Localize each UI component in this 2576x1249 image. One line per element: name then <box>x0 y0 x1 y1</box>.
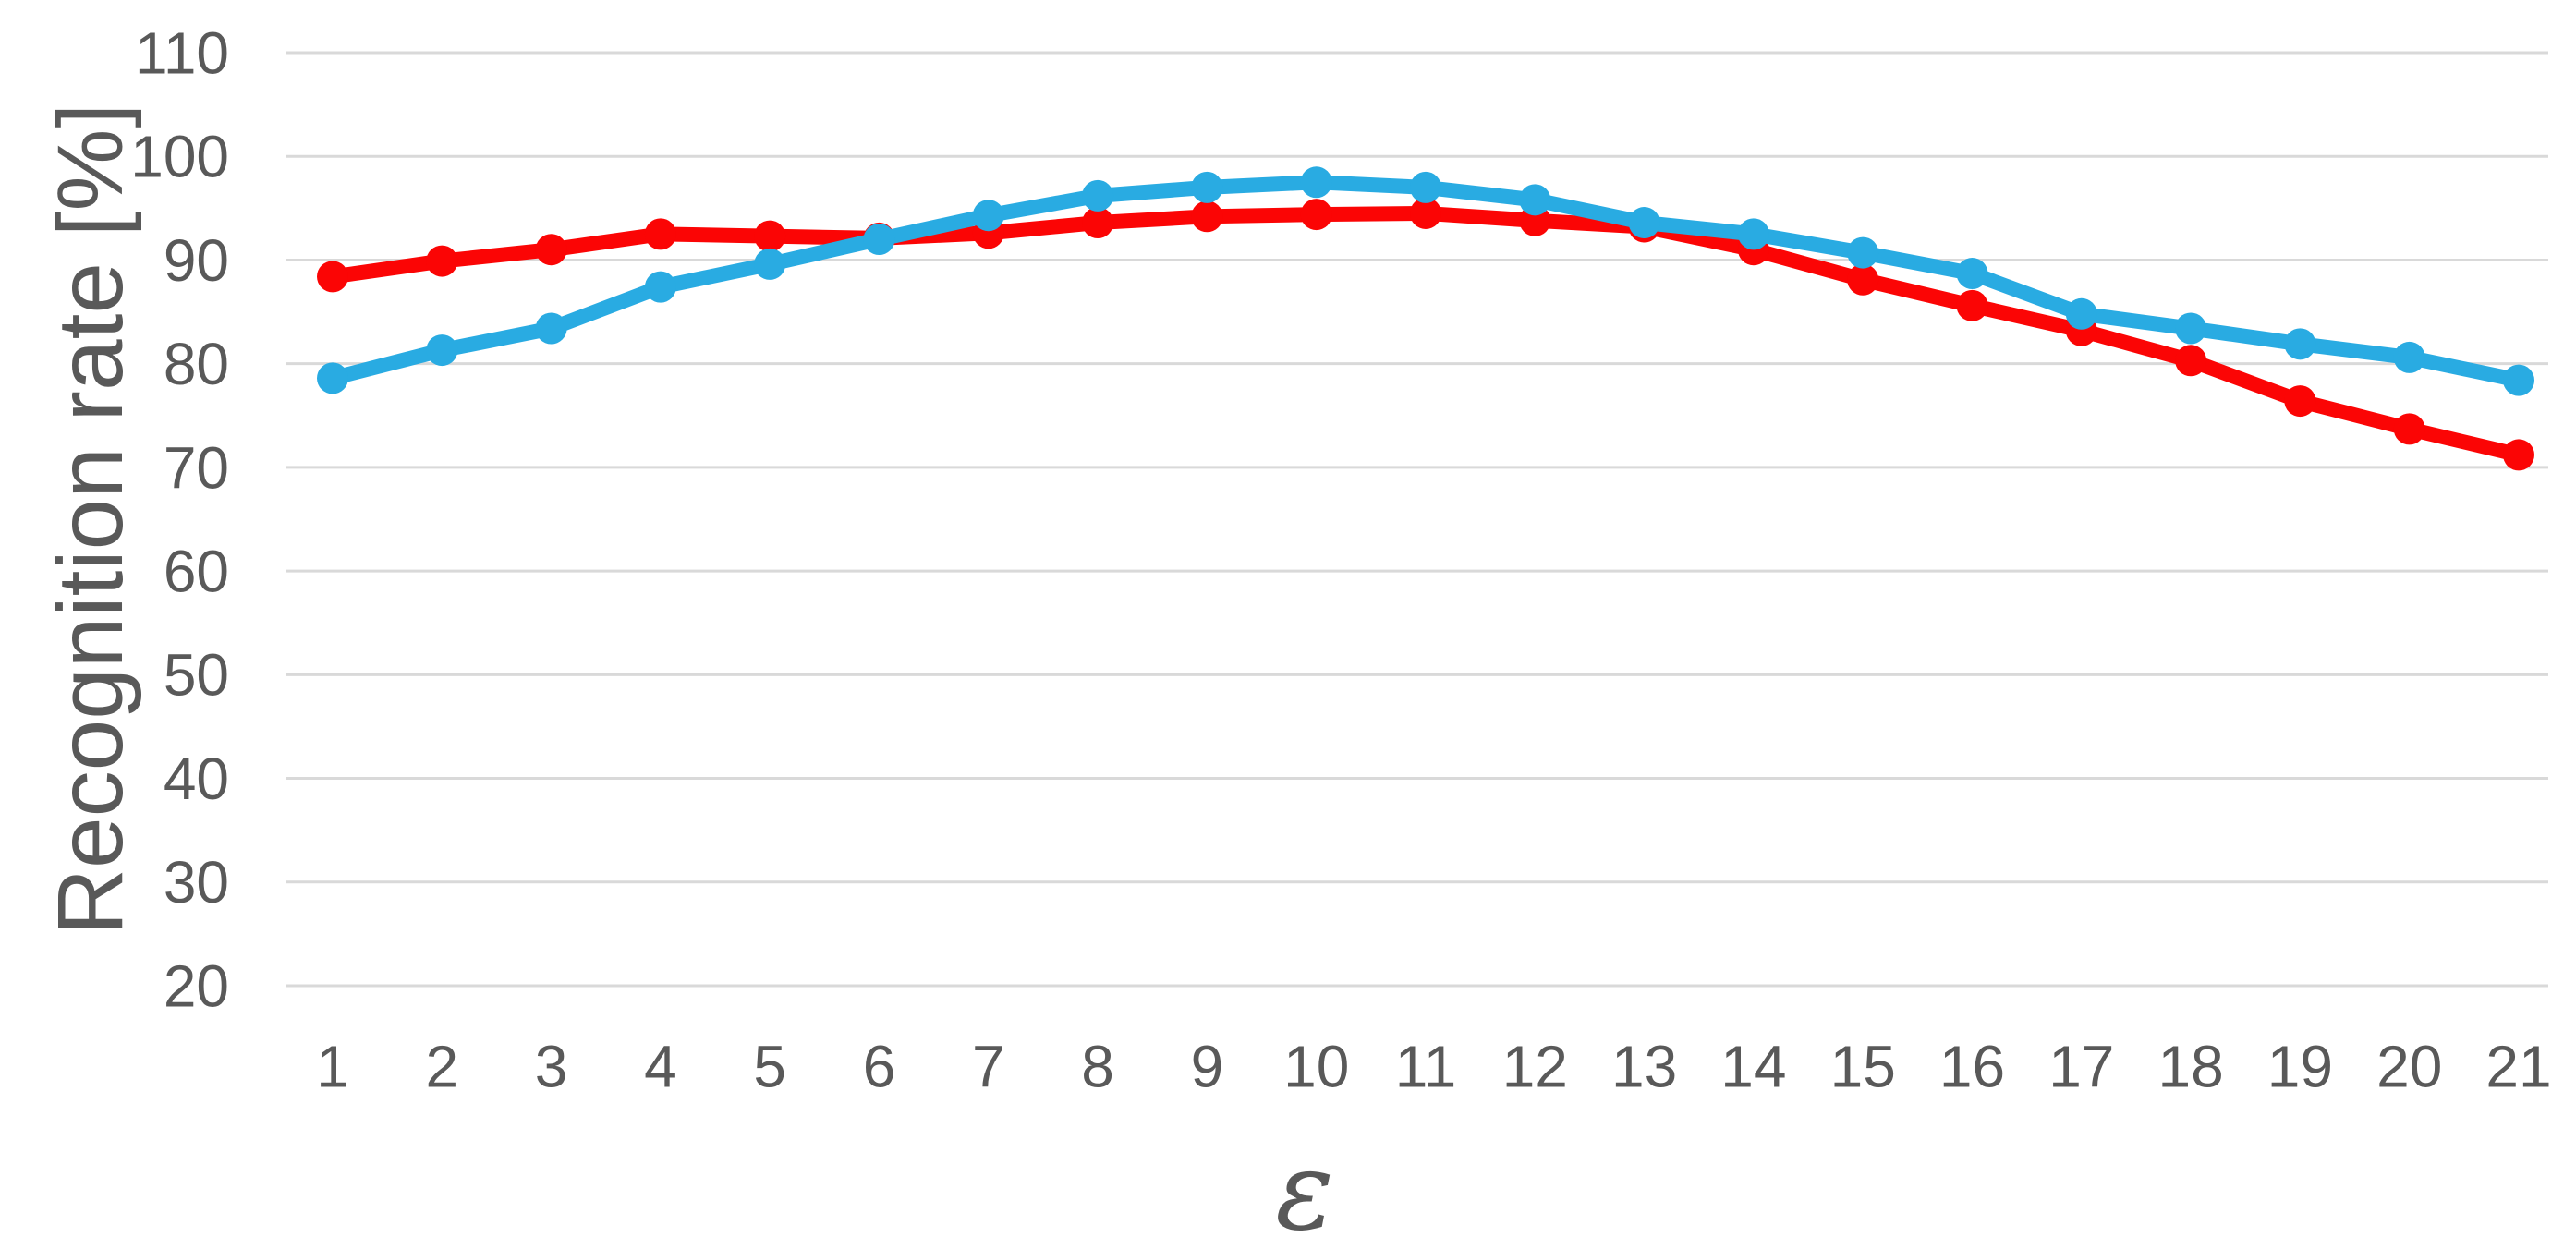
y-axis-title: Recognition rate [%] <box>39 103 142 936</box>
x-tick-label-7: 7 <box>972 1033 1005 1099</box>
blue-series-point-13 <box>1628 207 1660 239</box>
red-series-point-8 <box>1082 207 1114 239</box>
y-tick-label-70: 70 <box>164 434 229 501</box>
x-tick-label-20: 20 <box>2376 1033 2442 1099</box>
y-tick-label-20: 20 <box>164 952 229 1019</box>
y-tick-label-60: 60 <box>164 539 229 605</box>
x-tick-label-2: 2 <box>426 1033 459 1099</box>
red-series-point-5 <box>754 220 786 252</box>
x-tick-label-13: 13 <box>1611 1033 1677 1099</box>
blue-series-point-18 <box>2175 312 2207 345</box>
red-series-point-2 <box>426 245 458 277</box>
blue-series-point-2 <box>426 334 458 367</box>
blue-series-point-10 <box>1300 166 1332 199</box>
red-series-point-1 <box>317 261 348 293</box>
blue-series-point-4 <box>644 271 676 303</box>
blue-series-point-7 <box>972 200 1004 232</box>
x-tick-label-9: 9 <box>1191 1033 1224 1099</box>
x-tick-label-17: 17 <box>2048 1033 2114 1099</box>
x-tick-label-1: 1 <box>316 1033 349 1099</box>
y-tick-label-110: 110 <box>135 19 229 86</box>
blue-series-point-5 <box>754 248 786 280</box>
y-tick-label-100: 100 <box>130 124 229 190</box>
blue-series-point-1 <box>317 362 348 394</box>
blue-series-point-9 <box>1191 171 1223 203</box>
blue-series-point-20 <box>2393 341 2425 373</box>
blue-series-point-15 <box>1847 236 1879 269</box>
x-axis-title-epsilon: ε <box>1275 1127 1333 1249</box>
blue-series-point-6 <box>863 224 895 255</box>
x-tick-label-15: 15 <box>1830 1033 1896 1099</box>
x-tick-label-6: 6 <box>863 1033 896 1099</box>
blue-series-point-16 <box>1956 258 1988 290</box>
x-tick-label-11: 11 <box>1395 1033 1456 1099</box>
red-series-point-16 <box>1956 289 1988 321</box>
red-series-point-18 <box>2175 345 2207 377</box>
x-tick-label-21: 21 <box>2485 1033 2551 1099</box>
y-tick-label-80: 80 <box>164 331 229 397</box>
blue-series-point-3 <box>535 312 567 345</box>
red-series-point-3 <box>535 234 567 266</box>
blue-series-point-21 <box>2503 364 2534 396</box>
y-tick-label-40: 40 <box>164 746 229 812</box>
x-tick-label-19: 19 <box>2267 1033 2333 1099</box>
y-tick-label-50: 50 <box>164 642 229 709</box>
blue-series-point-12 <box>1519 184 1551 216</box>
x-tick-label-10: 10 <box>1283 1033 1349 1099</box>
x-tick-label-5: 5 <box>753 1033 786 1099</box>
y-tick-label-30: 30 <box>164 849 229 916</box>
x-tick-label-3: 3 <box>535 1033 568 1099</box>
x-tick-label-8: 8 <box>1081 1033 1114 1099</box>
x-axis-tick-labels: 1 2 3 4 5 6 7 8 9 10 11 12 13 14 15 16 17 18 19 20 21 <box>316 1033 2551 1099</box>
red-series-point-20 <box>2393 413 2425 445</box>
y-axis-tick-labels: 110 100 90 80 70 60 50 40 30 20 <box>130 19 229 1019</box>
red-series-point-9 <box>1191 200 1223 233</box>
y-tick-label-90: 90 <box>164 227 229 294</box>
x-tick-label-14: 14 <box>1720 1033 1786 1099</box>
red-series-point-10 <box>1300 199 1332 231</box>
blue-series-point-11 <box>1410 171 1441 203</box>
x-tick-label-12: 12 <box>1502 1033 1568 1099</box>
x-tick-label-4: 4 <box>644 1033 677 1099</box>
blue-series-point-8 <box>1082 179 1114 212</box>
red-series-point-11 <box>1410 197 1441 229</box>
red-series-point-4 <box>644 218 676 250</box>
red-series-point-21 <box>2503 439 2534 471</box>
blue-series-point-19 <box>2284 328 2316 360</box>
blue-series-point-17 <box>2065 297 2097 330</box>
red-series-point-15 <box>1847 263 1879 296</box>
x-tick-label-18: 18 <box>2158 1033 2224 1099</box>
grid-layer <box>286 51 2548 988</box>
red-series-point-19 <box>2284 385 2316 418</box>
blue-series-point-14 <box>1737 218 1769 250</box>
series-layer <box>317 166 2534 471</box>
x-tick-label-16: 16 <box>1939 1033 2005 1099</box>
